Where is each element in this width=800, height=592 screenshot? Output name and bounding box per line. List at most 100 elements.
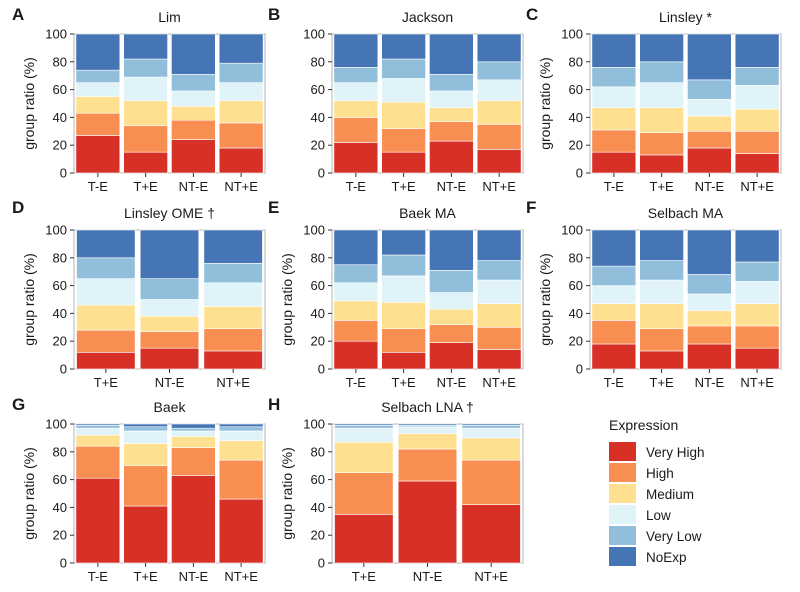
bar-segment-high xyxy=(75,112,121,136)
bar-segment-low xyxy=(333,282,379,302)
x-tick-label: T+E xyxy=(650,179,675,194)
bar-segment-very-high xyxy=(591,151,637,174)
bar-segment-high xyxy=(333,320,379,342)
legend-label: NoExp xyxy=(646,550,687,565)
bar-segment-very-low xyxy=(139,278,200,300)
bar-segment-very-low xyxy=(171,427,216,432)
bar-segment-very-low xyxy=(476,260,522,281)
y-tick-label: 0 xyxy=(576,166,583,181)
bar-segment-medium xyxy=(76,304,136,331)
bar-segment-noexp xyxy=(171,33,216,75)
bar-segment-very-high xyxy=(123,505,168,564)
y-tick-label: 40 xyxy=(53,500,67,515)
panel-letter: H xyxy=(268,395,280,414)
bar-segment-noexp xyxy=(218,33,264,64)
panel-title: Lim xyxy=(158,9,181,25)
y-tick-label: 20 xyxy=(569,334,583,349)
legend-label: Very Low xyxy=(646,529,702,544)
bar-segment-noexp xyxy=(687,229,732,275)
panel-g: G Baek T-E T+E NT-E NT+E 0 20 40 60 80 100 group rat… xyxy=(12,395,266,584)
bar-segment-medium xyxy=(171,105,216,121)
bar-segment-low xyxy=(381,275,426,303)
bar-segment-very-high xyxy=(123,151,168,174)
panel-title: Linsley * xyxy=(659,9,712,25)
y-tick-label: 80 xyxy=(311,250,325,265)
bar-segment-high xyxy=(734,325,780,349)
y-tick-label: 40 xyxy=(311,500,325,515)
bar-segment-low xyxy=(218,82,264,102)
stacked-bar-t-e xyxy=(76,229,136,370)
stacked-bar-nt-e xyxy=(429,229,474,370)
legend-item-noexp: NoExp xyxy=(609,547,687,566)
bar-segment-high xyxy=(171,447,216,476)
bar-segment-very-low xyxy=(381,254,426,277)
bar-segment-high xyxy=(429,324,474,343)
y-tick-label: 100 xyxy=(45,27,67,42)
bar-segment-medium xyxy=(123,100,168,127)
bar-segment-high xyxy=(218,122,264,149)
bar-segment-high xyxy=(476,124,522,150)
bar-segment-very-high xyxy=(639,154,684,174)
bar-segment-very-low xyxy=(123,58,168,78)
bar-segment-noexp xyxy=(734,33,780,68)
bar-segment-very-high xyxy=(333,340,379,370)
bar-segment-high xyxy=(123,125,168,153)
bar-segment-very-high xyxy=(381,352,426,370)
bar-segment-very-high xyxy=(218,147,264,174)
bar-segment-very-low xyxy=(687,274,732,295)
y-tick-label: 80 xyxy=(53,250,67,265)
bar-segment-high xyxy=(171,119,216,140)
x-tick-label: NT+E xyxy=(482,179,516,194)
bar-segment-very-high xyxy=(381,151,426,174)
legend-label: Very High xyxy=(646,445,705,460)
bar-segment-very-low xyxy=(591,67,637,88)
x-tick-label: T+E xyxy=(650,375,675,390)
stacked-bar-nt-e xyxy=(203,229,263,370)
stacked-bar-t-e xyxy=(75,423,121,564)
bar-segment-noexp xyxy=(639,229,684,261)
bar-segment-low xyxy=(639,279,684,304)
bar-segment-high xyxy=(591,129,637,153)
bar-segment-low xyxy=(476,79,522,102)
bar-segment-low xyxy=(687,293,732,311)
bar-segment-very-low xyxy=(171,74,216,92)
stacked-bar-t-e xyxy=(123,33,168,174)
legend-label: High xyxy=(646,466,674,481)
bar-segment-high xyxy=(734,131,780,154)
bar-segment-high xyxy=(461,459,521,505)
y-tick-label: 40 xyxy=(569,306,583,321)
x-tick-label: T+E xyxy=(392,375,417,390)
bar-segment-medium xyxy=(591,107,637,131)
bar-segment-medium xyxy=(687,115,732,132)
bar-segment-noexp xyxy=(429,229,474,271)
bar-segment-medium xyxy=(333,300,379,321)
y-tick-label: 0 xyxy=(318,556,325,571)
y-tick-label: 80 xyxy=(311,444,325,459)
bar-segment-low xyxy=(429,90,474,108)
bar-segment-noexp xyxy=(734,229,780,263)
y-tick-label: 80 xyxy=(569,250,583,265)
bar-segment-noexp xyxy=(75,33,121,71)
bar-segment-very-low xyxy=(639,260,684,281)
y-tick-label: 60 xyxy=(569,278,583,293)
bar-segment-very-low xyxy=(203,263,263,284)
bar-segment-very-low xyxy=(218,426,264,432)
bar-segment-noexp xyxy=(397,423,458,426)
y-tick-label: 0 xyxy=(60,362,67,377)
panel-title: Selbach LNA † xyxy=(381,399,474,415)
bar-segment-noexp xyxy=(123,33,168,60)
stacked-bar-t-e xyxy=(334,423,394,564)
bar-segment-high xyxy=(639,328,684,352)
bar-segment-very-high xyxy=(734,153,780,174)
panel-b: B Jackson T-E T+E NT-E NT+E 0 20 40 60 80 100 xyxy=(268,5,524,194)
y-tick-label: 40 xyxy=(53,110,67,125)
bar-segment-low xyxy=(476,279,522,304)
bar-segment-low xyxy=(171,90,216,107)
stacked-bar-nt-e xyxy=(429,33,474,174)
legend-swatch xyxy=(609,442,636,461)
y-tick-label: 60 xyxy=(311,82,325,97)
bar-segment-medium xyxy=(218,440,264,461)
bar-segment-very-high xyxy=(75,135,121,174)
bar-segment-high xyxy=(687,131,732,149)
